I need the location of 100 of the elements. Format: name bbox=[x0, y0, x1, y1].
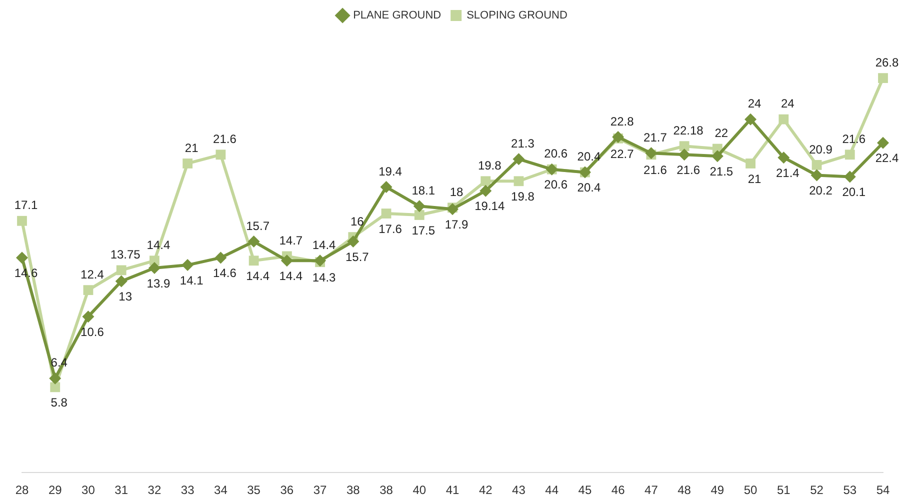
point bbox=[679, 141, 690, 152]
point bbox=[744, 113, 757, 126]
data-label: 20.1 bbox=[842, 185, 866, 200]
point bbox=[778, 152, 790, 164]
x-tick-label: 54 bbox=[876, 483, 890, 498]
x-tick-label: 37 bbox=[313, 483, 328, 498]
data-label: 14.6 bbox=[213, 266, 237, 280]
data-label: 20.6 bbox=[544, 178, 568, 192]
legend-label: SLOPING GROUND bbox=[466, 10, 568, 22]
x-tick-label: 47 bbox=[644, 483, 658, 498]
point bbox=[480, 176, 491, 186]
data-label: 21.3 bbox=[511, 136, 535, 150]
data-label: 10.6 bbox=[80, 324, 104, 339]
data-label: 15.7 bbox=[345, 250, 370, 264]
point bbox=[778, 114, 789, 124]
data-label: 5.8 bbox=[50, 396, 68, 410]
data-label: 21 bbox=[748, 172, 762, 186]
point bbox=[182, 158, 193, 168]
data-label: 19.8 bbox=[511, 189, 535, 204]
data-label: 20.2 bbox=[809, 184, 833, 198]
data-label: 12.4 bbox=[80, 267, 104, 282]
x-tick-label: 30 bbox=[82, 483, 96, 498]
data-label: 20.9 bbox=[809, 142, 833, 156]
data-label: 14.7 bbox=[279, 234, 303, 248]
point bbox=[711, 150, 724, 162]
data-label: 21.5 bbox=[710, 164, 734, 178]
x-tick-label: 50 bbox=[744, 483, 758, 498]
data-label: 15.7 bbox=[246, 218, 270, 233]
data-label: 21.7 bbox=[644, 130, 668, 144]
data-label: 13.75 bbox=[110, 248, 141, 262]
point bbox=[446, 203, 458, 216]
point bbox=[314, 254, 326, 267]
data-label: 13.9 bbox=[146, 276, 170, 290]
point bbox=[645, 147, 658, 160]
point bbox=[878, 73, 888, 84]
point bbox=[116, 265, 126, 276]
x-tick-label: 36 bbox=[280, 483, 294, 498]
data-label: 17.6 bbox=[378, 222, 402, 236]
data-label: 16 bbox=[350, 214, 364, 228]
point bbox=[746, 158, 756, 168]
data-label: 21.6 bbox=[644, 162, 668, 177]
data-label: 19.8 bbox=[478, 158, 502, 172]
data-label: 14.4 bbox=[312, 238, 336, 252]
data-label: 18.1 bbox=[412, 183, 436, 198]
x-tick-label: 29 bbox=[48, 483, 62, 498]
point bbox=[877, 136, 889, 149]
x-tick-label: 53 bbox=[843, 483, 857, 498]
data-label: 21.6 bbox=[842, 132, 866, 146]
data-label: 18 bbox=[450, 184, 464, 199]
point bbox=[49, 372, 62, 384]
point bbox=[844, 170, 856, 183]
point bbox=[480, 184, 492, 197]
data-label: 22 bbox=[714, 126, 728, 140]
point bbox=[248, 256, 259, 266]
x-tick-label: 32 bbox=[148, 483, 162, 498]
x-tick-label: 42 bbox=[478, 483, 493, 498]
data-label: 14.3 bbox=[312, 270, 336, 284]
data-label: 20.6 bbox=[544, 146, 568, 161]
data-label: 24 bbox=[780, 96, 795, 111]
data-label: 22.18 bbox=[673, 123, 704, 138]
point bbox=[248, 235, 260, 248]
data-label: 14.4 bbox=[279, 268, 303, 283]
data-label: 21.4 bbox=[776, 166, 800, 180]
data-label: 14.4 bbox=[146, 238, 170, 252]
data-label: 21 bbox=[184, 140, 199, 155]
point bbox=[216, 150, 226, 160]
data-label: 22.8 bbox=[610, 114, 634, 128]
x-tick-label: 38 bbox=[346, 483, 360, 498]
data-label: 20.4 bbox=[577, 180, 601, 195]
x-tick-label: 43 bbox=[512, 483, 526, 498]
data-label: 17.9 bbox=[444, 217, 468, 232]
legend-label: PLANE GROUND bbox=[353, 10, 442, 22]
x-tick-label: 51 bbox=[776, 483, 791, 498]
point bbox=[115, 275, 128, 288]
point bbox=[83, 285, 94, 296]
point bbox=[347, 235, 360, 248]
x-tick-label: 41 bbox=[446, 483, 460, 498]
point bbox=[280, 254, 293, 267]
data-label: 17.5 bbox=[412, 223, 436, 238]
point bbox=[16, 252, 28, 264]
point bbox=[82, 310, 94, 323]
point bbox=[50, 382, 60, 392]
x-tick-label: 33 bbox=[180, 483, 195, 498]
data-label: 24 bbox=[748, 96, 762, 111]
data-label: 26.8 bbox=[875, 55, 899, 70]
data-label: 13 bbox=[118, 290, 132, 304]
x-tick-label: 31 bbox=[114, 483, 128, 498]
point bbox=[512, 153, 525, 166]
point bbox=[810, 169, 823, 182]
x-tick-label: 38 bbox=[380, 483, 394, 498]
point bbox=[148, 262, 160, 274]
point bbox=[812, 160, 822, 170]
point bbox=[17, 216, 27, 226]
data-label: 17.1 bbox=[14, 198, 38, 212]
point bbox=[612, 130, 624, 143]
x-tick-label: 44 bbox=[545, 483, 559, 498]
data-label: 14.4 bbox=[246, 268, 270, 283]
x-tick-label: 35 bbox=[247, 483, 261, 498]
x-tick-label: 52 bbox=[810, 483, 824, 498]
x-tick-label: 34 bbox=[214, 483, 228, 498]
